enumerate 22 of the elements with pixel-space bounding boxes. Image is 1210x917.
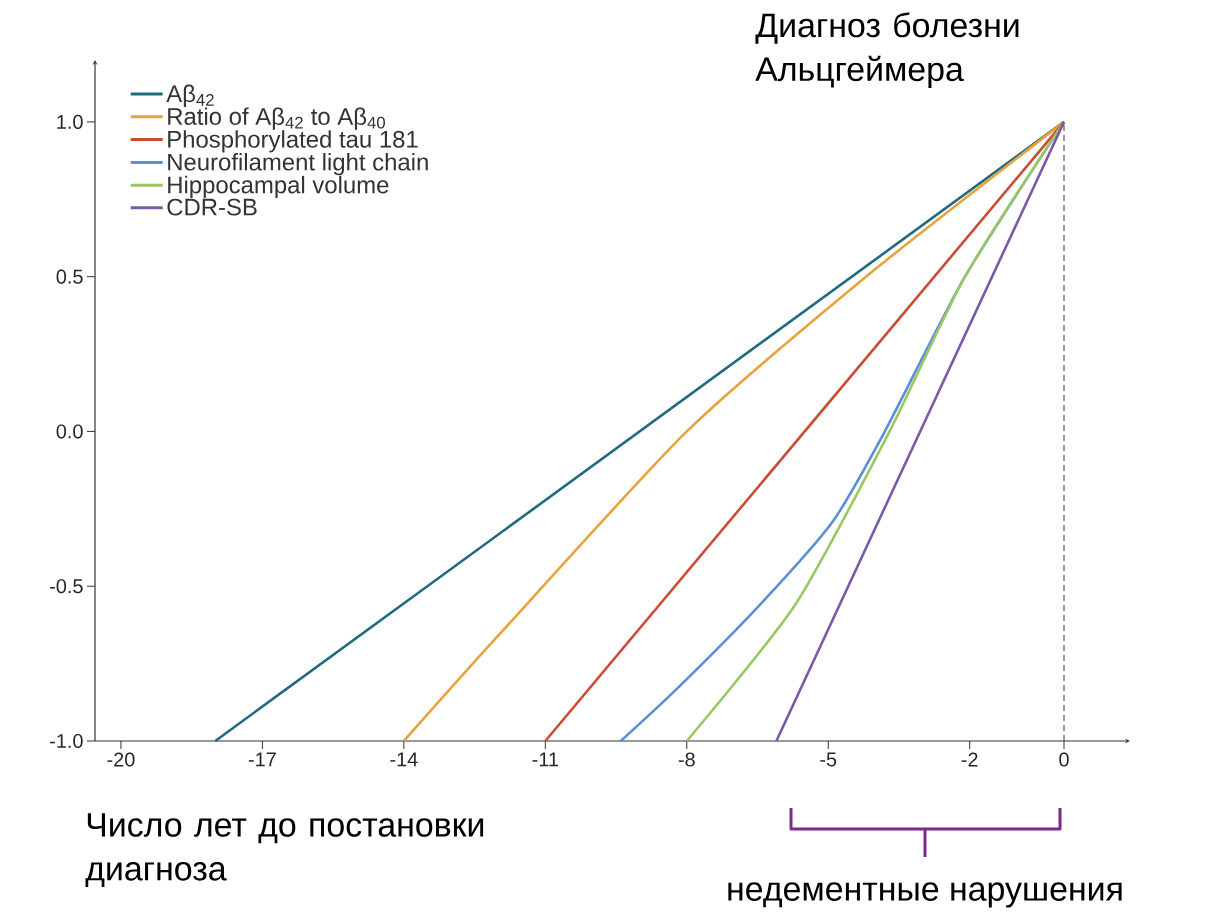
x-tick-label: -20 bbox=[107, 752, 135, 767]
legend-label: Ratio of Aβ$_{42}$ to Aβ$_{40}$ bbox=[168, 107, 385, 130]
annotation: Диагноз болезни Альцгеймера bbox=[755, 12, 1019, 88]
y-tick-label: -1.0 bbox=[50, 733, 83, 749]
x-tick-label: -17 bbox=[248, 752, 276, 767]
x-tick-label: -14 bbox=[390, 752, 418, 767]
legend-label: Neurofilament light chain bbox=[168, 153, 428, 176]
y-tick-label: 1.0 bbox=[57, 114, 83, 129]
x-tick-label: -11 bbox=[532, 752, 559, 767]
y-tick-label: 0.0 bbox=[56, 424, 83, 439]
x-tick-label: -2 bbox=[961, 752, 978, 767]
y-tick-label: 0.5 bbox=[56, 269, 83, 284]
text: Число лет до постановки диагноза bbox=[85, 813, 484, 888]
legend-label: Aβ$_{42}$ bbox=[166, 84, 214, 107]
x-tick-label: 0 bbox=[1059, 752, 1069, 767]
y-tick-label: -0.5 bbox=[50, 579, 83, 594]
legend-label: Hippocampal volume bbox=[168, 175, 389, 199]
x-tick-label: -5 bbox=[820, 752, 837, 767]
legend-label: Phosphorylated tau 181 bbox=[168, 130, 418, 153]
text: недементные нарушения bbox=[728, 882, 1122, 908]
x-tick-label: -8 bbox=[678, 752, 695, 767]
legend-label: CDR-SB bbox=[167, 198, 257, 216]
